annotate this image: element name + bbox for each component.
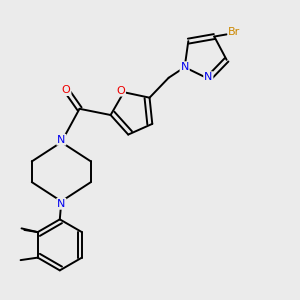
Text: N: N [57,199,65,209]
Text: O: O [116,86,125,96]
Text: O: O [62,85,70,95]
Text: N: N [57,135,65,145]
Text: Br: Br [228,27,241,37]
Text: N: N [181,62,189,72]
Text: N: N [204,72,212,82]
